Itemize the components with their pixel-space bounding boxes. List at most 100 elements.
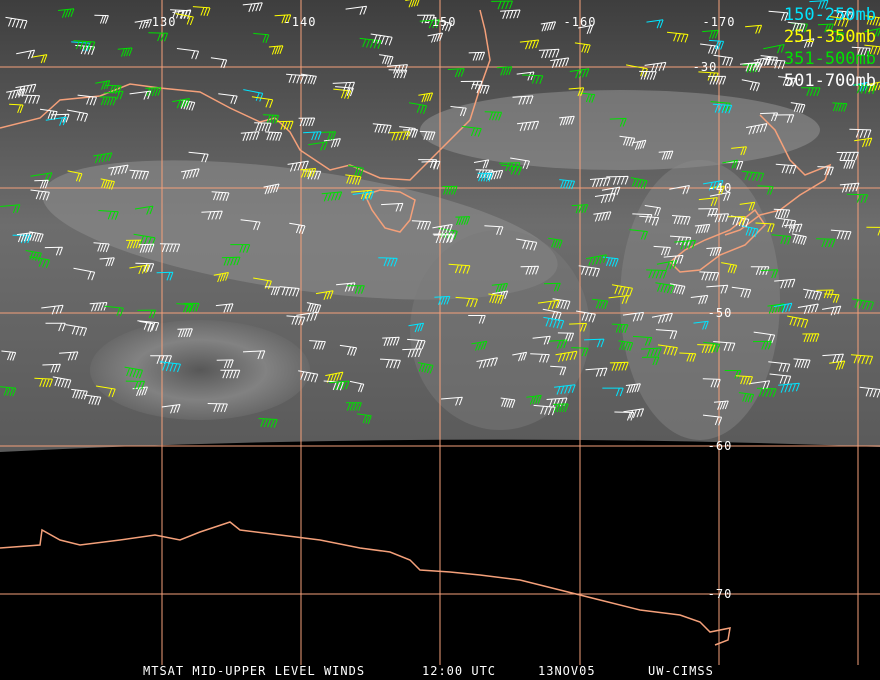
- wind-barb: [741, 170, 765, 182]
- wind-barb: [602, 387, 624, 397]
- coastline-tasmania: [363, 189, 416, 233]
- wind-barb: [730, 215, 750, 228]
- wind-barb: [822, 305, 842, 316]
- wind-barb: [769, 373, 792, 385]
- wind-barb: [699, 271, 720, 281]
- wind-barb: [258, 418, 278, 428]
- wind-barb: [585, 367, 608, 377]
- wind-barb: [138, 243, 155, 253]
- wind-barb: [263, 183, 280, 195]
- wind-barb: [104, 305, 124, 317]
- wind-barb: [432, 223, 453, 235]
- wind-barb: [839, 182, 860, 193]
- wind-barb: [521, 74, 544, 84]
- wind-barb: [287, 160, 309, 172]
- wind-barb: [491, 0, 513, 10]
- wind-barb: [150, 355, 172, 364]
- wind-barb: [510, 157, 530, 170]
- wind-barb: [776, 217, 797, 229]
- wind-barb: [674, 239, 696, 250]
- wind-barb: [286, 73, 308, 84]
- longitude-label: -160: [563, 15, 597, 29]
- wind-barb: [348, 165, 364, 177]
- wind-barb: [192, 6, 211, 17]
- wind-barb: [540, 21, 557, 32]
- wind-barb: [434, 295, 451, 305]
- wind-barb: [606, 175, 629, 185]
- wind-barb: [655, 282, 675, 294]
- wind-barb: [646, 19, 664, 29]
- wind-barb: [264, 286, 280, 296]
- wind-barb: [298, 370, 319, 383]
- wind-barb: [308, 141, 328, 151]
- wind-barb: [52, 376, 72, 389]
- wind-barb: [526, 394, 542, 405]
- wind-barb: [221, 256, 241, 266]
- wind-barb: [778, 382, 800, 393]
- wind-barb: [625, 383, 641, 394]
- wind-barb: [671, 215, 691, 225]
- wind-barb: [864, 44, 880, 55]
- latitude-label: -70: [707, 587, 733, 601]
- coastline-nz-north: [724, 114, 832, 236]
- wind-barb: [630, 177, 648, 189]
- wind-barb: [827, 15, 849, 28]
- wind-barb: [30, 189, 50, 201]
- wind-barb: [609, 117, 627, 127]
- wind-barb: [763, 44, 785, 54]
- wind-barb: [29, 231, 44, 243]
- wind-barb: [836, 151, 859, 161]
- wind-barb: [176, 48, 200, 60]
- wind-barb: [357, 413, 372, 424]
- wind-barb: [864, 27, 880, 38]
- wind-barb: [774, 278, 796, 289]
- wind-barb: [731, 146, 747, 156]
- wind-barb: [12, 234, 32, 244]
- wind-barb: [738, 392, 755, 403]
- date-label: 13NOV05: [538, 664, 596, 678]
- wind-barb: [846, 193, 869, 203]
- legend-351-500mb: 351-500mb: [783, 49, 876, 69]
- wind-barb: [555, 350, 578, 363]
- wind-barb: [790, 102, 806, 113]
- wind-barb: [655, 329, 678, 340]
- wind-barb: [15, 83, 37, 95]
- wind-barb: [713, 341, 736, 352]
- wind-barb: [419, 19, 440, 29]
- wind-barb: [25, 250, 42, 262]
- wind-barb: [286, 315, 306, 326]
- latitude-label: -30: [692, 60, 718, 74]
- wind-barb: [741, 79, 760, 92]
- wind-barb: [108, 164, 129, 176]
- wind-barb: [702, 378, 721, 388]
- wind-barb: [176, 303, 193, 313]
- wind-barb: [626, 64, 648, 77]
- wind-barb: [519, 39, 540, 50]
- wind-barb: [442, 185, 458, 195]
- wind-barb: [300, 168, 317, 178]
- wind-barb: [418, 92, 434, 103]
- wind-barb: [851, 298, 874, 311]
- wind-barb: [859, 386, 880, 398]
- wind-barb: [262, 114, 280, 124]
- wind-barb: [735, 375, 753, 385]
- wind-barb: [611, 323, 629, 333]
- wind-barb: [757, 185, 774, 195]
- wind-barb: [389, 131, 411, 141]
- wind-barb: [795, 38, 815, 48]
- wind-barb: [632, 213, 653, 223]
- wind-barb: [584, 338, 605, 348]
- wind-barb: [139, 320, 154, 332]
- wind-barb: [296, 311, 318, 322]
- wind-barb: [755, 222, 775, 233]
- wind-barb: [574, 42, 591, 54]
- wind-barb: [651, 312, 673, 324]
- wind-barb: [336, 282, 356, 292]
- wind-barb: [484, 225, 504, 236]
- wind-barb: [433, 234, 454, 244]
- wind-barb: [1, 350, 17, 361]
- wind-barb: [694, 223, 711, 234]
- wind-barb: [99, 257, 115, 267]
- legend-150-250mb: 150-250mb: [783, 5, 876, 25]
- wind-barb: [345, 5, 368, 15]
